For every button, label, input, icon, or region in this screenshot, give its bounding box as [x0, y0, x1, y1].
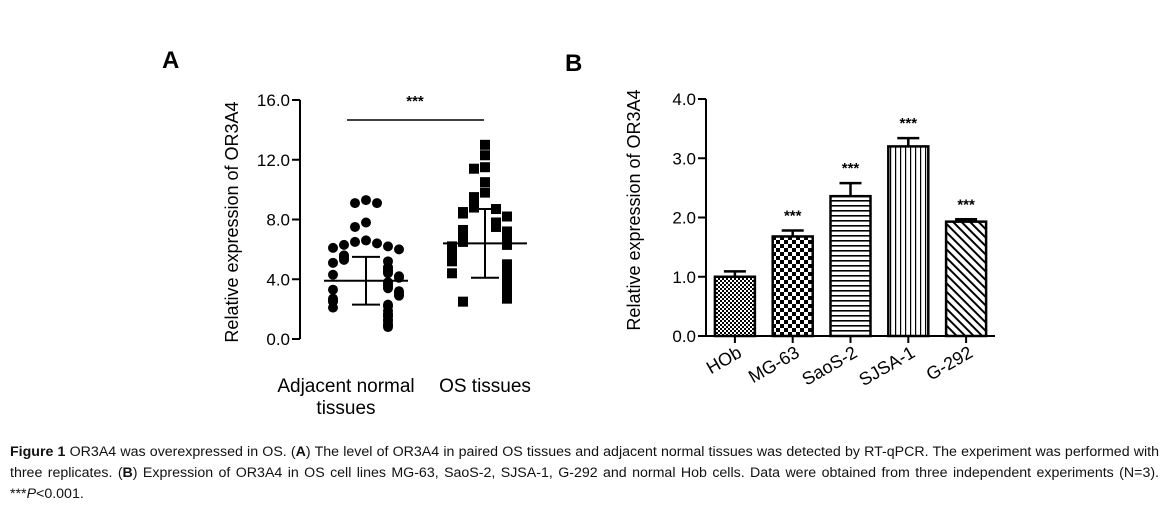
caption-segment: <0.001.: [36, 486, 84, 502]
panel-a-point-adjacent: [361, 217, 371, 228]
panel-label-b: B: [565, 50, 582, 77]
panel-a-point-os: [491, 204, 501, 215]
panel-a-point-os: [480, 187, 490, 198]
panel-a-y-tick-label: 4.0: [266, 270, 290, 289]
panel-b-y-tick-label: 4.0: [672, 90, 696, 109]
panel-b-bar-saos-2: [829, 194, 872, 338]
panel-b-bar-g-292: [944, 220, 988, 338]
panel-b-significance-stars: ***: [842, 160, 860, 177]
caption-segment: B: [122, 465, 133, 481]
panel-b-significance-stars: ***: [900, 115, 918, 132]
panel-a-point-adjacent: [361, 195, 371, 206]
panel-a-point-os: [480, 177, 490, 188]
panel-a-point-adjacent: [328, 302, 338, 313]
panel-a-y-tick-label: 12.0: [257, 151, 290, 170]
panel-b-x-category-label: SJSA-1: [855, 342, 918, 390]
panel-a-point-adjacent: [328, 284, 338, 295]
panel-a-point-os: [502, 211, 512, 222]
panel-a-point-adjacent: [383, 283, 393, 294]
panel-a-point-adjacent: [383, 241, 393, 252]
panel-b-bar-mg-63: [771, 235, 814, 338]
panel-a-point-adjacent: [383, 322, 393, 333]
panel-a-point-os: [480, 150, 490, 161]
panel-b-significance-stars: ***: [957, 196, 975, 213]
panel-b-x-category-label: HOb: [703, 342, 745, 378]
panel-a-point-os: [458, 224, 468, 235]
panel-a-point-os: [491, 221, 501, 232]
panel-b-bar-sjsa-1: [887, 145, 930, 338]
panel-label-a: A: [162, 47, 179, 74]
panel-b-x-category-label: SaoS-2: [798, 342, 860, 389]
panel-a-point-adjacent: [350, 198, 360, 209]
panel-a-point-os: [447, 268, 457, 279]
panel-a-y-tick-label: 8.0: [266, 211, 290, 230]
panel-a-x-category-label: OS tissues: [439, 376, 531, 397]
panel-b-y-tick-label: 3.0: [672, 149, 696, 168]
panel-b-y-tick-label: 0.0: [672, 327, 696, 346]
panel-a-point-os: [469, 163, 479, 174]
caption-segment: ) Expression of OR3A4 in OS cell lines M…: [10, 465, 1159, 502]
caption-segment: OR3A4 was overexpressed in OS. (: [65, 444, 296, 460]
panel-a-point-os: [480, 139, 490, 150]
panel-b-y-axis-label: Relative expression of OR3A4: [624, 89, 644, 330]
panel-b-y-tick-label: 2.0: [672, 209, 696, 228]
panel-a-point-os: [447, 256, 457, 267]
panel-a-point-adjacent: [394, 290, 404, 301]
panel-b-x-category-label: G-292: [923, 342, 976, 384]
panel-a-point-adjacent: [339, 239, 349, 250]
panel-a-point-adjacent: [339, 254, 349, 265]
figure-caption: Figure 1 OR3A4 was overexpressed in OS. …: [10, 442, 1159, 505]
caption-segment: ) The level of OR3A4 in paired OS tissue…: [10, 444, 1160, 481]
figure: A B Relative expression of OR3A4 Relativ…: [162, 47, 995, 419]
panel-a-point-os: [502, 239, 512, 250]
panel-a-point-adjacent: [328, 257, 338, 268]
panel-a-significance-stars: ***: [406, 93, 424, 110]
panel-a-y-tick-label: 0.0: [266, 330, 290, 349]
panel-a-point-adjacent: [328, 269, 338, 280]
panel-a-x-category-label: tissues: [316, 398, 375, 419]
panel-b-y-tick-label: 1.0: [672, 268, 696, 287]
panel-a-point-adjacent: [328, 242, 338, 253]
panel-a-point-adjacent: [372, 238, 382, 249]
panel-a-point-os: [458, 236, 468, 247]
panel-a-point-adjacent: [383, 268, 393, 279]
panel-a-point-os: [480, 162, 490, 173]
panel-b-significance-stars: ***: [784, 208, 802, 225]
panel-a-y-axis-label: Relative expression of OR3A4: [222, 101, 242, 342]
panel-a-point-adjacent: [350, 236, 360, 247]
panel-a-point-adjacent: [350, 221, 360, 232]
panel-a-point-adjacent: [394, 272, 404, 283]
panel-a-y-tick-label: 16.0: [257, 91, 290, 110]
caption-body: OR3A4 was overexpressed in OS. (A) The l…: [10, 444, 1159, 502]
panel-a-point-os: [458, 208, 468, 219]
panel-a-point-os: [502, 293, 512, 304]
panel-a-x-category-label: Adjacent normal: [277, 376, 414, 397]
panel-a-point-os: [469, 202, 479, 213]
caption-segment: P: [26, 486, 37, 502]
panel-a-point-adjacent: [372, 198, 382, 209]
panel-b-bar-chart: 0.0 1.0 2.0 3.0 4.0 HOb *** MG-63 *** SaoS-2 *** SJ…: [672, 90, 995, 390]
panel-a-point-adjacent: [394, 244, 404, 255]
panel-a-point-adjacent: [361, 235, 371, 246]
panel-a-point-os: [469, 192, 479, 203]
caption-label: Figure 1: [10, 444, 66, 460]
panel-b-x-category-label: MG-63: [745, 342, 803, 387]
panel-b-bar-hob: [713, 275, 757, 338]
caption-segment: A: [295, 444, 306, 460]
panel-a-point-os: [458, 296, 468, 307]
